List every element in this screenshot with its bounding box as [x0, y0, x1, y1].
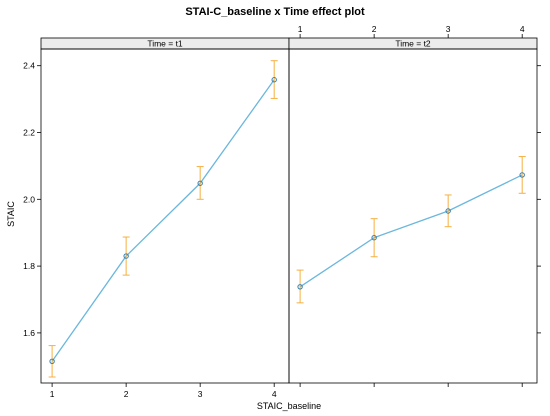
x-tick-label: 2: [372, 24, 377, 34]
y-tick-label: 2.2: [23, 128, 35, 138]
plot-area: Time = t1 1 2 3 4 1.6 1.8 2.0 2.2 2.4 Time = t2 1 2 3…: [23, 24, 541, 399]
y-tick-label: 2.4: [23, 61, 35, 71]
y-tick-label: 1.6: [23, 328, 35, 338]
x-tick-label: 3: [446, 24, 451, 34]
error-bar: [296, 269, 304, 304]
data-point: [445, 208, 451, 214]
error-bar: [518, 156, 526, 194]
panel-2: Time = t2 1 2 3 4: [288, 24, 541, 387]
x-tick-label: 3: [198, 389, 203, 399]
x-tick-label: 2: [124, 389, 129, 399]
x-tick-label: 1: [50, 389, 55, 399]
data-point: [371, 235, 377, 241]
error-bar: [122, 236, 130, 276]
panel-1: Time = t1 1 2 3 4 1.6 1.8 2.0 2.2 2.4: [23, 37, 290, 399]
data-point: [519, 172, 525, 178]
error-bar: [444, 194, 452, 228]
panel-frame: [40, 48, 290, 384]
x-axis-label: STAIC_baseline: [257, 401, 321, 411]
x-tick-label: 1: [298, 24, 303, 34]
error-bar: [370, 218, 378, 258]
y-tick-label: 1.8: [23, 261, 35, 271]
error-bar: [48, 345, 56, 378]
y-tick-label: 2.0: [23, 194, 35, 204]
series-line: [51, 79, 275, 362]
y-axis-label: STAIC: [6, 201, 16, 227]
chart-title: STAI-C_baseline x Time effect plot: [185, 6, 365, 18]
data-point: [297, 284, 303, 290]
error-bar: [196, 166, 204, 200]
x-tick-label: 4: [272, 389, 277, 399]
data-point: [49, 358, 55, 364]
strip-label: Time = t1: [147, 39, 183, 49]
panel-frame: [288, 48, 538, 384]
series-line: [299, 174, 523, 288]
x-tick-label: 4: [520, 24, 525, 34]
data-point: [271, 77, 277, 83]
error-bar: [270, 60, 278, 99]
strip-label: Time = t2: [395, 39, 431, 49]
data-point: [197, 180, 203, 186]
data-point: [123, 253, 129, 259]
